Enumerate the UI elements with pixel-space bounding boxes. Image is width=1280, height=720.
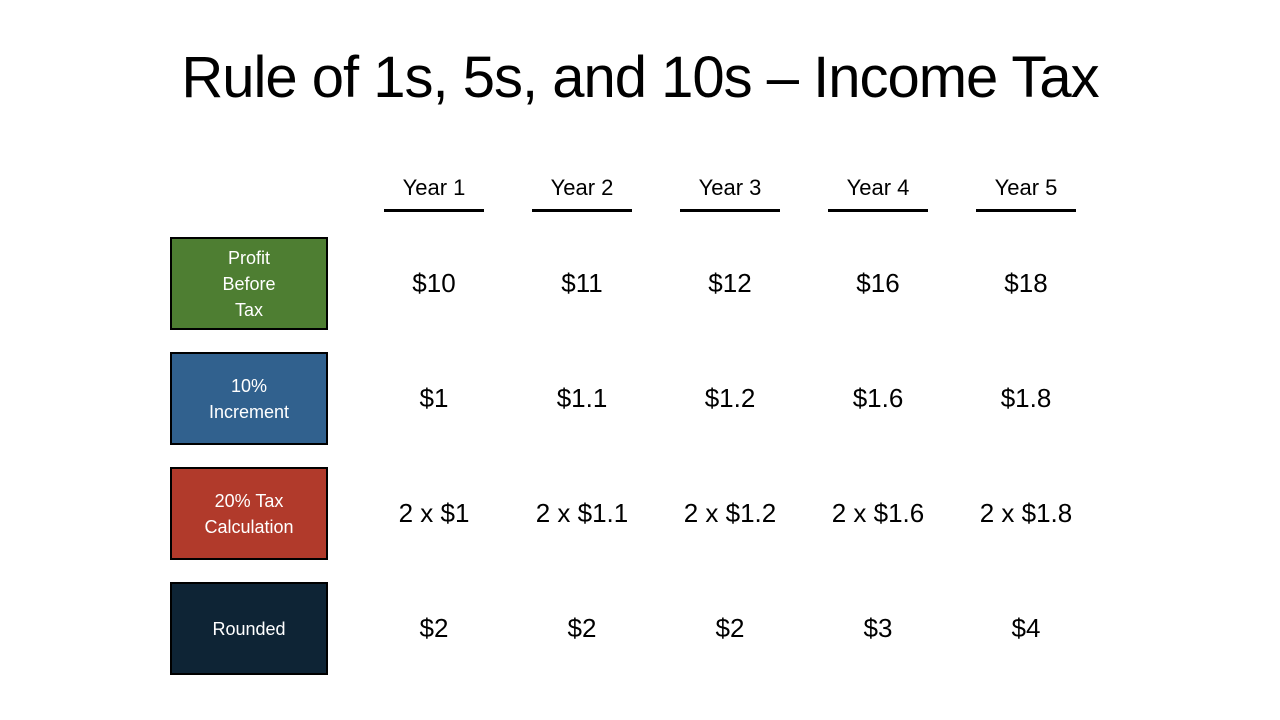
table-cell: $1.6 (852, 383, 904, 413)
table-cell: $4 (1011, 613, 1041, 643)
table-cell: 2 x $1.8 (979, 498, 1073, 528)
table-cell: $3 (863, 613, 893, 643)
column-header-label: Year 3 (698, 175, 762, 200)
row-label-20-percent-tax-calculation: 20% Tax Calculation (170, 467, 328, 560)
table-corner-spacer (170, 165, 328, 215)
table-cell: $2 (419, 613, 449, 643)
header-underline (976, 209, 1076, 212)
income-tax-table: Year 1 Year 2 Year 3 Year 4 Year 5 Profi… (170, 165, 1100, 675)
column-header-label: Year 2 (550, 175, 614, 200)
table-cell: $12 (708, 268, 752, 298)
column-header-year-4: Year 4 (804, 165, 952, 215)
column-header-label: Year 5 (994, 175, 1058, 200)
table-cell: 2 x $1.1 (535, 498, 629, 528)
table-cell: $2 (715, 613, 745, 643)
row-label-rounded: Rounded (170, 582, 328, 675)
table-cell: $1 (419, 383, 449, 413)
row-label-profit-before-tax: Profit Before Tax (170, 237, 328, 330)
column-header-year-3: Year 3 (656, 165, 804, 215)
column-header-label: Year 4 (846, 175, 910, 200)
column-header-year-2: Year 2 (508, 165, 656, 215)
header-underline (680, 209, 780, 212)
table-cell: $1.2 (704, 383, 756, 413)
table-cell: $11 (561, 268, 603, 298)
slide-title: Rule of 1s, 5s, and 10s – Income Tax (181, 45, 1099, 110)
row-label-10-percent-increment: 10% Increment (170, 352, 328, 445)
table-cell: $2 (567, 613, 597, 643)
table-cell: 2 x $1 (398, 498, 470, 528)
table-cell: $1.1 (556, 383, 608, 413)
table-cell: $1.8 (1000, 383, 1052, 413)
header-underline (532, 209, 632, 212)
header-underline (384, 209, 484, 212)
table-cell: 2 x $1.6 (831, 498, 925, 528)
column-header-year-1: Year 1 (360, 165, 508, 215)
table-cell: $18 (1004, 268, 1048, 298)
table-cell: 2 x $1.2 (683, 498, 777, 528)
table-cell: $10 (412, 268, 456, 298)
header-underline (828, 209, 928, 212)
column-header-label: Year 1 (402, 175, 466, 200)
column-header-year-5: Year 5 (952, 165, 1100, 215)
table-cell: $16 (856, 268, 900, 298)
